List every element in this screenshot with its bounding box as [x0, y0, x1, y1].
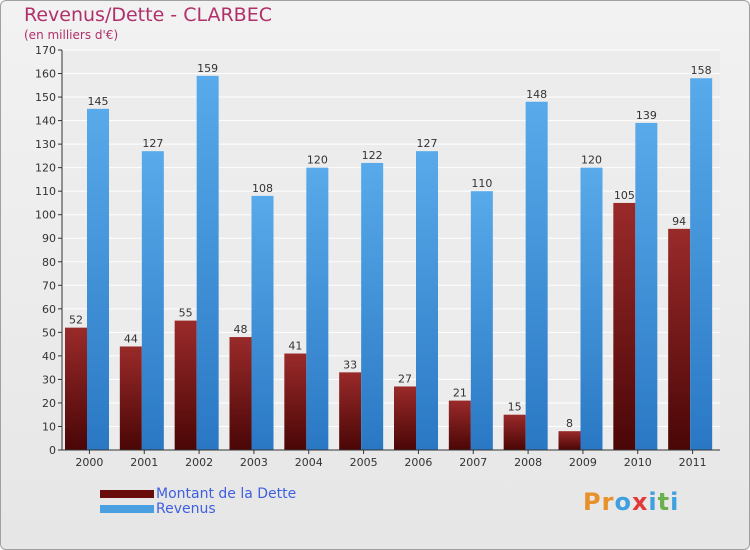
data-label-revenus: 127 [417, 137, 438, 150]
data-label-revenus: 110 [471, 177, 492, 190]
logo-letter: P [583, 488, 602, 516]
x-tick-label: 2003 [240, 456, 268, 469]
data-label-dette: 52 [69, 314, 83, 327]
y-tick-label: 170 [35, 44, 56, 57]
data-label-revenus: 158 [691, 64, 712, 77]
x-tick-label: 2006 [404, 456, 432, 469]
bar-dette [613, 202, 636, 450]
bar-revenus [87, 108, 109, 450]
bar-revenus [361, 162, 384, 451]
data-label-revenus: 145 [88, 95, 109, 108]
y-tick-label: 30 [42, 373, 56, 386]
y-tick-label: 50 [42, 326, 56, 339]
data-label-revenus: 108 [252, 182, 273, 195]
data-label-revenus: 139 [636, 109, 657, 122]
y-tick-label: 130 [35, 138, 56, 151]
bar-revenus [251, 195, 274, 450]
legend-item-dette: Montant de la Dette [100, 485, 297, 502]
y-tick-label: 70 [42, 279, 56, 292]
data-label-dette: 8 [566, 417, 573, 430]
x-tick-label: 2008 [514, 456, 542, 469]
legend: Montant de la Dette Revenus [100, 485, 297, 517]
x-tick-label: 2001 [130, 456, 158, 469]
chart-title: Revenus/Dette - CLARBEC [24, 4, 272, 26]
bar-dette [119, 346, 142, 450]
bar-revenus [635, 122, 658, 451]
data-label-dette: 33 [343, 358, 357, 371]
x-tick-label: 2002 [185, 456, 213, 469]
data-label-dette: 41 [288, 340, 302, 353]
bar-dette [448, 400, 471, 450]
legend-label-dette: Montant de la Dette [156, 485, 297, 502]
legend-label-revenus: Revenus [156, 500, 216, 517]
bar-revenus [141, 151, 164, 451]
logo-letter: i [670, 488, 680, 516]
data-label-revenus: 127 [142, 137, 163, 150]
data-label-dette: 21 [453, 387, 467, 400]
y-tick-label: 0 [49, 444, 56, 457]
legend-item-revenus: Revenus [100, 500, 296, 517]
y-tick-label: 160 [35, 68, 56, 81]
logo-letter: i [648, 488, 658, 516]
bar-dette [668, 228, 691, 450]
bar-dette [339, 372, 362, 450]
data-label-revenus: 122 [362, 149, 383, 162]
x-tick-label: 2010 [624, 456, 652, 469]
x-tick-label: 2005 [350, 456, 378, 469]
x-tick-label: 2009 [569, 456, 597, 469]
legend-swatch-revenus [100, 504, 154, 513]
bar-dette [394, 386, 416, 450]
y-tick-label: 90 [42, 232, 56, 245]
logo-letter: r [601, 488, 615, 516]
data-label-dette: 94 [672, 215, 686, 228]
bar-revenus [416, 151, 438, 451]
bar-dette [284, 353, 307, 450]
plot-area [62, 50, 720, 450]
proxiti-logo: Proxiti [583, 488, 679, 516]
x-tick-label: 2011 [679, 456, 707, 469]
y-tick-label: 110 [35, 185, 56, 198]
logo-letter: t [657, 488, 671, 516]
bar-revenus [196, 75, 219, 450]
logo-letter: o [614, 488, 632, 516]
bar-dette [65, 327, 87, 450]
bar-dette [229, 337, 252, 450]
data-label-dette: 15 [508, 401, 522, 414]
bar-revenus [690, 78, 713, 450]
data-label-revenus: 148 [526, 88, 547, 101]
data-label-dette: 44 [124, 332, 138, 345]
y-tick-label: 120 [35, 162, 56, 175]
y-tick-label: 10 [42, 420, 56, 433]
x-tick-label: 2007 [459, 456, 487, 469]
bar-revenus [470, 191, 493, 451]
data-label-dette: 27 [398, 372, 412, 385]
y-tick-label: 60 [42, 303, 56, 316]
y-tick-label: 140 [35, 115, 56, 128]
data-label-revenus: 120 [307, 154, 328, 167]
bar-revenus [580, 167, 603, 450]
bar-revenus [525, 101, 548, 450]
chart-subtitle: (en milliers d'€) [24, 28, 119, 42]
y-tick-label: 20 [42, 397, 56, 410]
data-label-revenus: 159 [197, 62, 218, 75]
data-label-dette: 105 [614, 189, 635, 202]
x-tick-label: 2000 [75, 456, 103, 469]
bar-dette [558, 431, 581, 450]
bar-dette [174, 320, 197, 450]
y-tick-label: 80 [42, 256, 56, 269]
y-tick-label: 100 [35, 209, 56, 222]
logo-letter: x [631, 488, 649, 516]
bar-revenus [306, 167, 329, 450]
x-tick-label: 2004 [295, 456, 323, 469]
data-label-revenus: 120 [581, 154, 602, 167]
bar-dette [503, 414, 526, 450]
legend-swatch-dette [100, 489, 154, 498]
y-tick-label: 150 [35, 91, 56, 104]
data-label-dette: 48 [234, 323, 248, 336]
y-tick-label: 40 [42, 350, 56, 363]
data-label-dette: 55 [179, 307, 193, 320]
